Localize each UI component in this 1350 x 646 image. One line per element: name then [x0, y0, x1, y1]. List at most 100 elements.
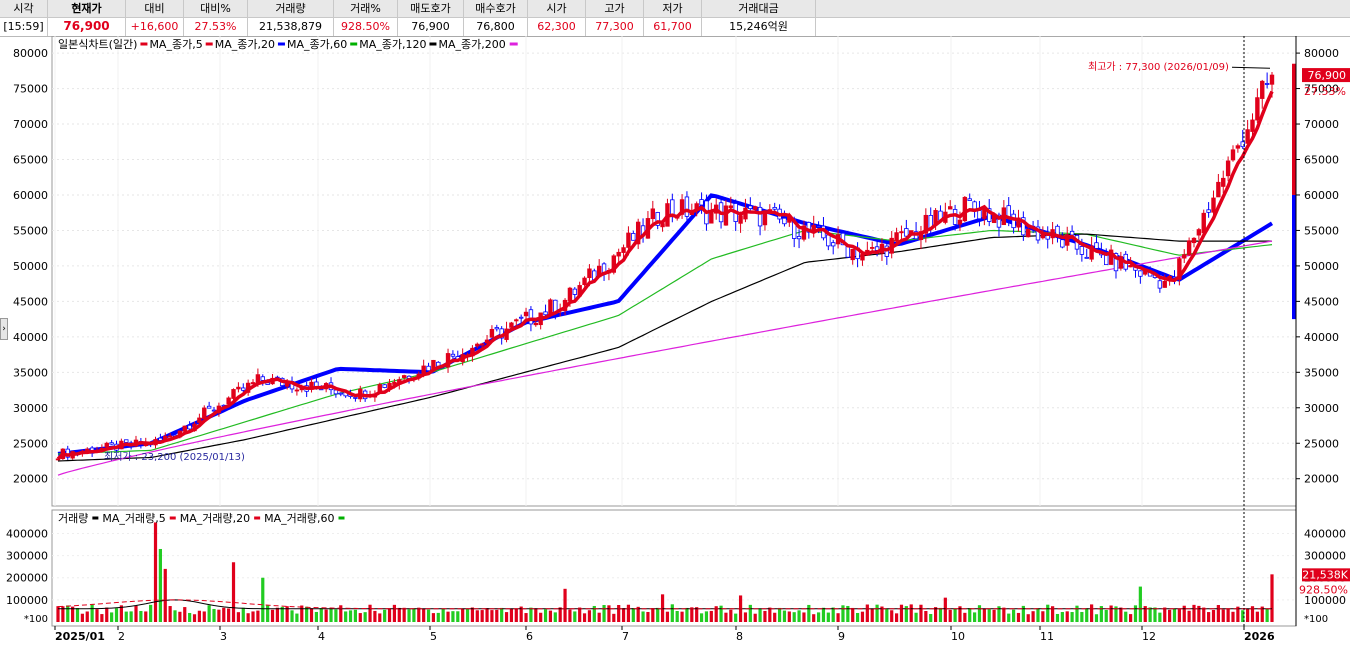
volume-bar: [607, 605, 611, 622]
panel-toggle-button[interactable]: ›: [0, 318, 8, 340]
candle-body: [450, 353, 456, 357]
volume-bar: [953, 608, 957, 622]
volume-bar: [1246, 608, 1250, 622]
volume-bar: [153, 522, 158, 622]
candle-body: [1138, 270, 1143, 277]
volume-bar: [158, 548, 162, 622]
volume-bar: [149, 604, 153, 622]
price-legend-item: MA_종가,200: [438, 38, 505, 51]
price-tick-label-left: 30000: [13, 402, 48, 415]
volume-bar: [685, 607, 689, 622]
header-volume: 거래량: [248, 0, 334, 18]
candle-body: [104, 442, 109, 448]
volume-bar: [597, 612, 601, 622]
header-low: 저가: [644, 0, 702, 18]
volume-bar: [1046, 604, 1050, 622]
value-volume-pct: 928.50%: [334, 18, 398, 36]
volume-bar: [1036, 608, 1040, 622]
volume-bar: [300, 605, 304, 622]
header-open: 시가: [528, 0, 586, 18]
volume-bar: [675, 611, 679, 622]
quote-bar: 시각 현재가 대비 대비% 거래량 거래% 매도호가 매수호가 시가 고가 저가…: [0, 0, 1350, 37]
volume-bar: [1153, 607, 1157, 622]
volume-bar: [407, 609, 411, 622]
candle-body: [509, 322, 514, 328]
candle-body: [699, 199, 704, 206]
volume-bar: [178, 611, 182, 622]
candle-body: [748, 205, 753, 209]
price-legend-item: MA_종가,5: [149, 38, 202, 51]
volume-bar: [1148, 607, 1152, 622]
volume-bar: [246, 613, 250, 622]
month-label: 2: [118, 630, 125, 643]
volume-bar: [290, 610, 294, 622]
volume-legend-item: MA_거래량,20: [180, 512, 250, 525]
volume-bar: [1026, 614, 1030, 622]
volume-bar: [1221, 609, 1225, 622]
volume-bar: [241, 607, 245, 622]
volume-bar: [402, 607, 406, 622]
candle-body: [401, 375, 407, 378]
volume-tick-label-right: 300000: [1304, 550, 1346, 563]
volume-bar: [163, 568, 167, 622]
month-label: 2025/01: [55, 630, 105, 643]
volume-bar: [212, 608, 216, 622]
volume-bar: [61, 606, 65, 622]
candle-body: [782, 217, 787, 225]
candle-body: [826, 234, 831, 247]
volume-legend-item: MA_거래량,60: [264, 512, 334, 525]
candle-body: [1035, 226, 1041, 241]
price-legend-item: MA_종가,120: [359, 38, 426, 51]
change-pct-label: 27.53%: [1304, 85, 1346, 98]
month-label: 11: [1040, 630, 1054, 643]
volume-bar: [1070, 612, 1074, 622]
price-tick-label-left: 65000: [13, 154, 48, 167]
volume-bar: [1104, 610, 1108, 622]
month-label: 10: [951, 630, 965, 643]
volume-bar: [714, 606, 718, 622]
volume-bar: [1211, 609, 1216, 622]
header-empty: [816, 0, 1350, 18]
candle-body: [1128, 265, 1133, 268]
volume-bar: [943, 597, 947, 622]
candle-body: [1216, 181, 1221, 198]
volume-bar: [773, 612, 777, 622]
candle-body: [1264, 83, 1270, 85]
volume-bar: [475, 610, 479, 622]
candle-body: [1104, 254, 1109, 266]
volume-tick-label-right: 400000: [1304, 527, 1346, 540]
month-label: 4: [318, 630, 325, 643]
volume-bar: [656, 607, 660, 622]
candle-body: [752, 206, 758, 210]
candle-body: [109, 442, 114, 445]
volume-bar: [1163, 607, 1167, 622]
volume-bar: [904, 606, 908, 622]
volume-bar: [865, 604, 869, 622]
volume-bar: [1021, 605, 1025, 622]
volume-bar: [699, 613, 704, 622]
volume-bar: [621, 608, 626, 622]
volume-bar: [500, 607, 504, 622]
volume-bar: [392, 604, 397, 622]
volume-bar: [782, 610, 787, 622]
volume-bar: [802, 612, 806, 622]
volume-bar: [353, 609, 358, 622]
volume-bar: [222, 607, 226, 622]
candle-body: [616, 251, 621, 257]
candle-body: [1113, 253, 1119, 272]
volume-bar: [378, 613, 382, 622]
price-tick-label-right: 35000: [1304, 366, 1339, 379]
candle-body: [806, 222, 812, 233]
volume-bar: [1055, 613, 1060, 622]
volume-bar: [529, 607, 533, 622]
volume-bar: [188, 612, 192, 622]
volume-bar: [826, 612, 830, 622]
volume-bar: [743, 612, 748, 622]
candle-body: [231, 389, 236, 399]
volume-bar: [797, 610, 801, 622]
candle-body: [723, 205, 729, 226]
volume-bar: [285, 606, 289, 622]
volume-bar: [933, 607, 938, 622]
price-tick-label-left: 40000: [13, 331, 48, 344]
